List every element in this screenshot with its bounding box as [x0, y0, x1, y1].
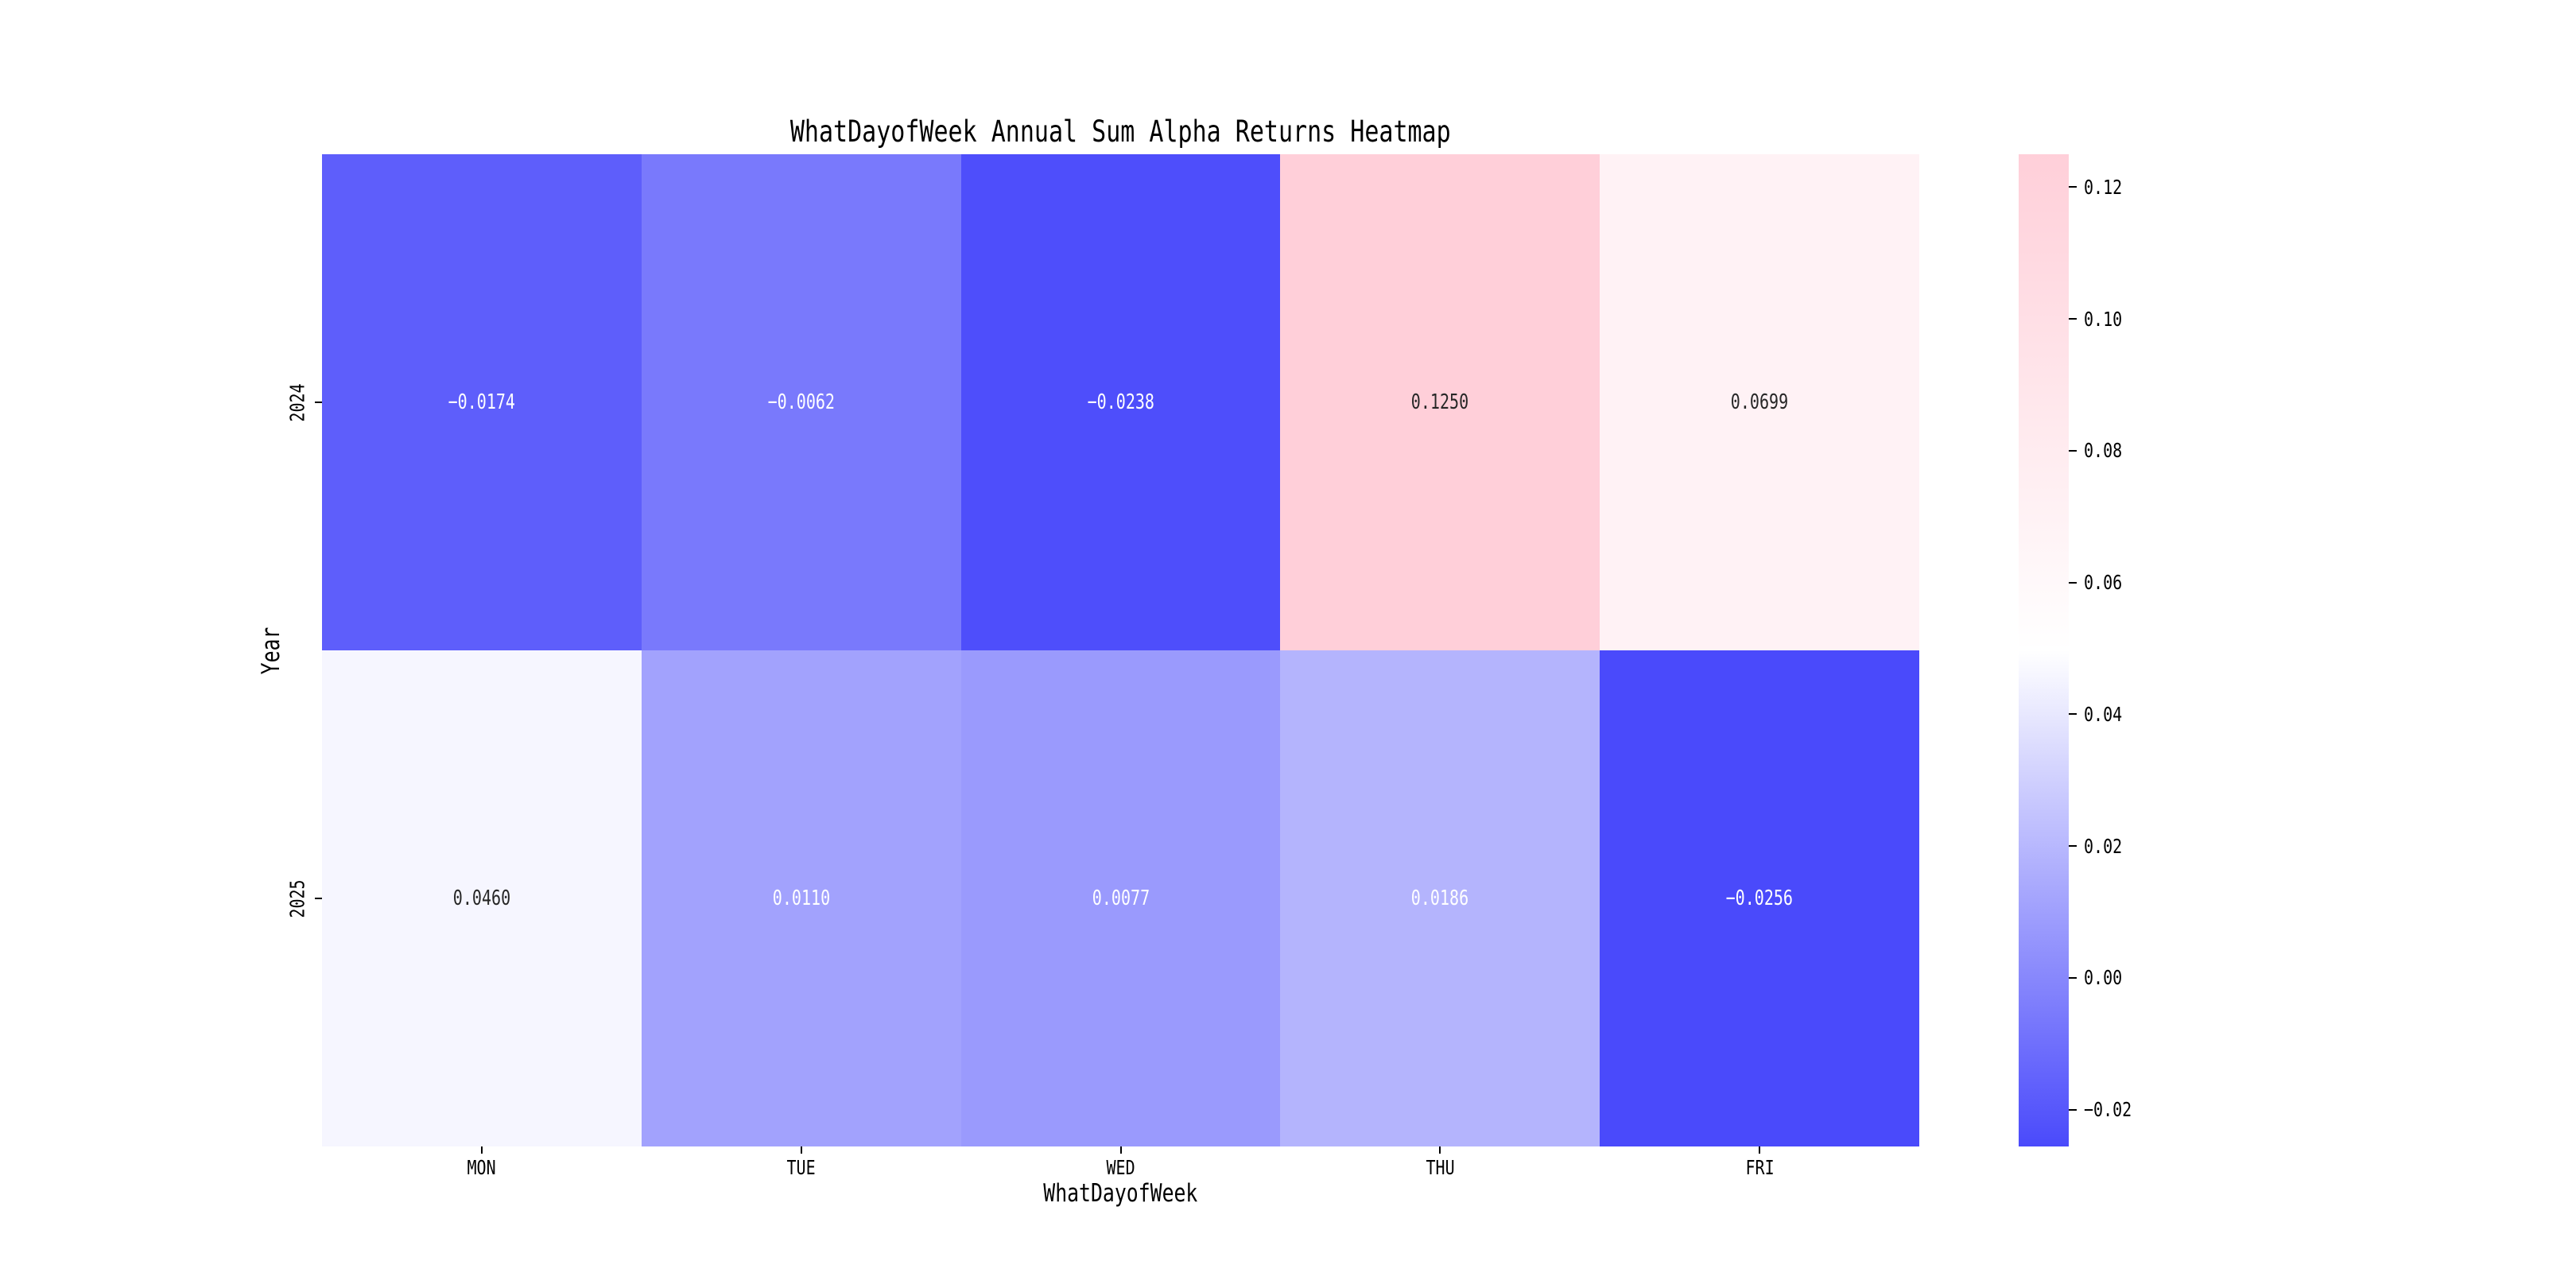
- colorbar-tick-mark: [2069, 318, 2077, 320]
- x-tick-label-text: FRI: [1745, 1156, 1775, 1179]
- heatmap-cell-value: 0.1250: [1411, 390, 1469, 414]
- heatmap-cell: −0.0174: [322, 154, 642, 650]
- heatmap-cell: −0.0256: [1600, 650, 1919, 1146]
- heatmap-cell: 0.1250: [1280, 154, 1600, 650]
- x-tick-label-text: TUE: [786, 1156, 816, 1179]
- heatmap-cell-value: 0.0110: [772, 886, 830, 910]
- colorbar-tick-label-text: 0.12: [2084, 175, 2123, 199]
- heatmap-cell: −0.0062: [641, 154, 961, 650]
- x-tick-mark: [1759, 1146, 1761, 1154]
- heatmap-cell-value: 0.0699: [1730, 390, 1789, 414]
- colorbar-tick-mark: [2069, 1108, 2077, 1111]
- colorbar: [2019, 154, 2069, 1146]
- heatmap-cell: 0.0186: [1280, 650, 1600, 1146]
- heatmap-axes: −0.0174 −0.0062 −0.0238 0.1250 0.0699 0.0460 0…: [322, 154, 1919, 1146]
- colorbar-tick-mark: [2069, 976, 2077, 979]
- heatmap-cell-value: 0.0077: [1092, 886, 1150, 910]
- x-tick-label-text: MON: [467, 1156, 496, 1179]
- chart-title: WhatDayofWeek Annual Sum Alpha Returns H…: [322, 114, 1919, 149]
- colorbar-tick-label-text: 0.04: [2084, 702, 2123, 726]
- heatmap-cell-value: −0.0062: [767, 390, 835, 414]
- colorbar-tick-mark: [2069, 713, 2077, 716]
- x-tick-label: MON: [402, 1158, 561, 1177]
- colorbar-tick-label: 0.12: [2084, 177, 2132, 197]
- colorbar-tick-label-text: −0.02: [2084, 1098, 2132, 1122]
- colorbar-tick-mark: [2069, 449, 2077, 452]
- colorbar-tick-label-text: 0.06: [2084, 571, 2123, 595]
- heatmap-cell: −0.0238: [960, 154, 1281, 650]
- x-tick-mark: [480, 1146, 483, 1154]
- heatmap-cell: 0.0077: [960, 650, 1281, 1146]
- y-axis-label-text: Year: [256, 627, 285, 674]
- colorbar-tick-label: 0.06: [2084, 572, 2132, 592]
- heatmap-cell: 0.0460: [322, 650, 642, 1146]
- colorbar-tick-label: 0.00: [2084, 968, 2132, 987]
- colorbar-tick-label: 0.08: [2084, 440, 2132, 460]
- colorbar-tick-mark: [2069, 186, 2077, 188]
- colorbar-tick-label-text: 0.10: [2084, 307, 2123, 331]
- x-axis-label-text: WhatDayofWeek: [1043, 1179, 1198, 1208]
- x-tick-label: FRI: [1680, 1158, 1839, 1177]
- heatmap-cell-value: −0.0174: [448, 390, 516, 414]
- y-tick-mark: [315, 898, 322, 899]
- colorbar-tick-label: 0.04: [2084, 704, 2132, 724]
- x-axis-label: WhatDayofWeek: [322, 1181, 1919, 1206]
- colorbar-tick-label: 0.02: [2084, 836, 2132, 856]
- x-tick-label-text: WED: [1106, 1156, 1135, 1179]
- x-tick-label: TUE: [722, 1158, 881, 1177]
- x-tick-label-text: THU: [1426, 1156, 1455, 1179]
- x-tick-label: THU: [1360, 1158, 1519, 1177]
- chart-title-text: WhatDayofWeek Annual Sum Alpha Returns H…: [790, 114, 1451, 149]
- colorbar-tick-label-text: 0.00: [2084, 966, 2123, 990]
- heatmap-cell-value: −0.0238: [1087, 390, 1154, 414]
- heatmap-cell-value: 0.0186: [1411, 886, 1469, 910]
- y-tick-mark: [315, 402, 322, 403]
- heatmap-cell-value: −0.0256: [1725, 886, 1794, 910]
- y-tick-label-text: 2025: [285, 879, 309, 918]
- colorbar-tick-label: −0.02: [2084, 1100, 2143, 1119]
- colorbar-tick-label-text: 0.08: [2084, 439, 2123, 463]
- colorbar-tick-mark: [2069, 581, 2077, 584]
- x-tick-mark: [800, 1146, 802, 1154]
- colorbar-tick-label: 0.10: [2084, 309, 2132, 329]
- heatmap-cell-value: 0.0460: [452, 886, 511, 910]
- colorbar-tick-label-text: 0.02: [2084, 834, 2123, 858]
- heatmap-cell: 0.0110: [641, 650, 961, 1146]
- heatmap-cell: 0.0699: [1600, 154, 1919, 650]
- y-tick-label-text: 2024: [285, 382, 309, 422]
- x-tick-label: WED: [1042, 1158, 1201, 1177]
- x-tick-mark: [1119, 1146, 1122, 1154]
- x-tick-mark: [1439, 1146, 1441, 1154]
- colorbar-tick-mark: [2069, 845, 2077, 848]
